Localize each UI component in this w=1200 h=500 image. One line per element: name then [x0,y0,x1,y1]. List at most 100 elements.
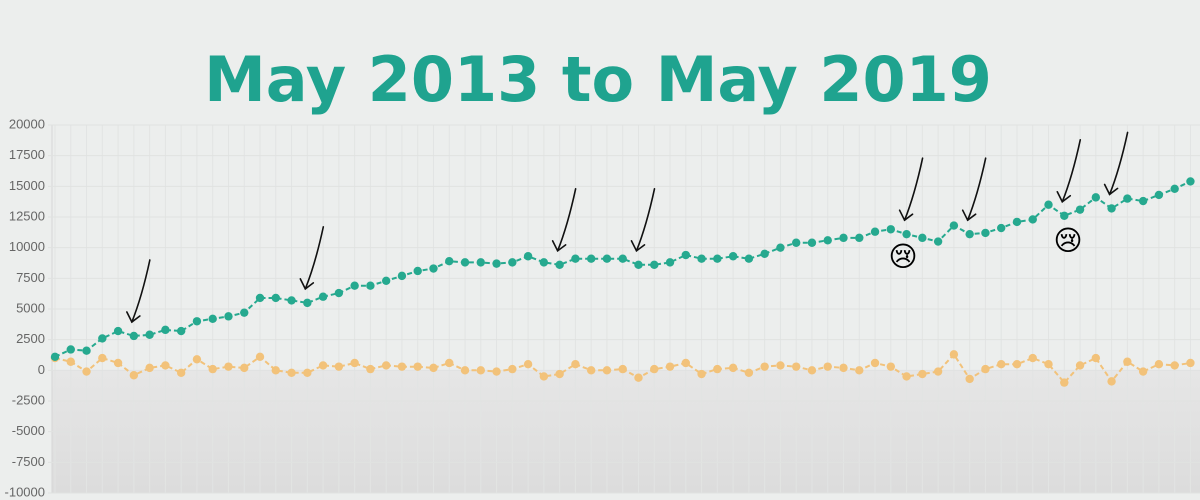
data-point [303,368,312,377]
data-point [1170,184,1179,193]
data-point [650,260,659,270]
data-point [1107,204,1116,213]
data-point [271,366,280,375]
data-point [902,229,911,239]
data-point [381,361,391,370]
data-point [192,317,202,326]
data-point [334,362,344,371]
data-point [1154,360,1164,369]
data-point [255,293,265,303]
data-point [933,367,943,376]
data-point [918,369,927,379]
arrow-head [126,311,141,324]
data-point [192,355,202,364]
arrow-head [898,209,914,222]
data-point [255,352,265,362]
data-point [460,258,470,267]
data-point [1060,211,1069,220]
data-point [744,368,754,377]
data-point [618,364,627,374]
data-point [145,363,154,373]
data-point [665,362,675,371]
data-point [445,358,454,368]
arrow [304,226,325,290]
data-point [334,288,344,298]
arrow [1108,131,1129,196]
data-point [508,364,517,374]
data-point [240,363,249,373]
data-point [523,252,533,261]
data-point [287,296,296,305]
data-point [839,233,848,243]
data-point [1091,193,1101,202]
data-point [981,228,990,238]
data-point [1028,215,1037,224]
data-point [161,361,170,370]
data-point [539,372,549,381]
y-tick-label: 5000 [16,300,45,315]
arrow-head [961,209,977,222]
data-point [602,254,612,263]
arrow-head [1056,190,1072,203]
arrow [966,157,987,221]
data-point [634,373,643,382]
data-point [1123,194,1132,203]
data-point [902,372,911,381]
data-point [681,250,690,260]
y-tick-label: -2500 [12,392,45,407]
y-tick-label: 7500 [16,270,45,285]
data-point [886,225,896,234]
y-tick-label: -10000 [5,484,45,499]
data-point [823,236,832,245]
y-tick-label: 10000 [9,239,45,254]
data-point [650,364,659,374]
data-point [949,350,959,359]
data-point [413,362,422,371]
data-point [886,362,896,371]
data-point [760,362,769,371]
data-point [997,223,1006,233]
data-point [981,364,990,374]
arrow [903,157,924,221]
data-point [271,293,280,303]
data-point [1138,196,1148,206]
data-point [791,362,801,371]
data-point [665,258,675,267]
data-point [618,254,627,263]
data-point [429,363,438,373]
data-point [98,334,107,343]
data-point [1075,205,1085,214]
data-point [760,249,769,258]
data-point [176,326,186,336]
y-tick-label: 2500 [16,331,45,346]
arrow [556,188,577,252]
data-point [1075,361,1085,370]
y-tick-label: 0 [38,362,45,377]
data-point [1091,353,1101,363]
data-point [113,326,123,336]
data-point [1044,200,1053,209]
data-point [366,364,375,374]
data-point [287,368,296,377]
data-point [82,346,91,355]
data-point [476,366,485,375]
data-point [933,237,943,246]
data-point [697,369,706,379]
data-point [1138,367,1148,376]
data-point [318,361,328,370]
data-point [1107,377,1116,386]
y-tick-label: 17500 [9,147,45,162]
data-point [145,330,154,339]
arrow [635,188,656,252]
data-point [855,366,864,375]
data-point [350,281,359,290]
data-point [413,266,422,276]
data-point [350,358,359,368]
data-point [918,233,927,243]
data-point [823,362,832,371]
data-point [602,366,612,375]
data-point [807,366,817,375]
data-point [1123,357,1132,366]
